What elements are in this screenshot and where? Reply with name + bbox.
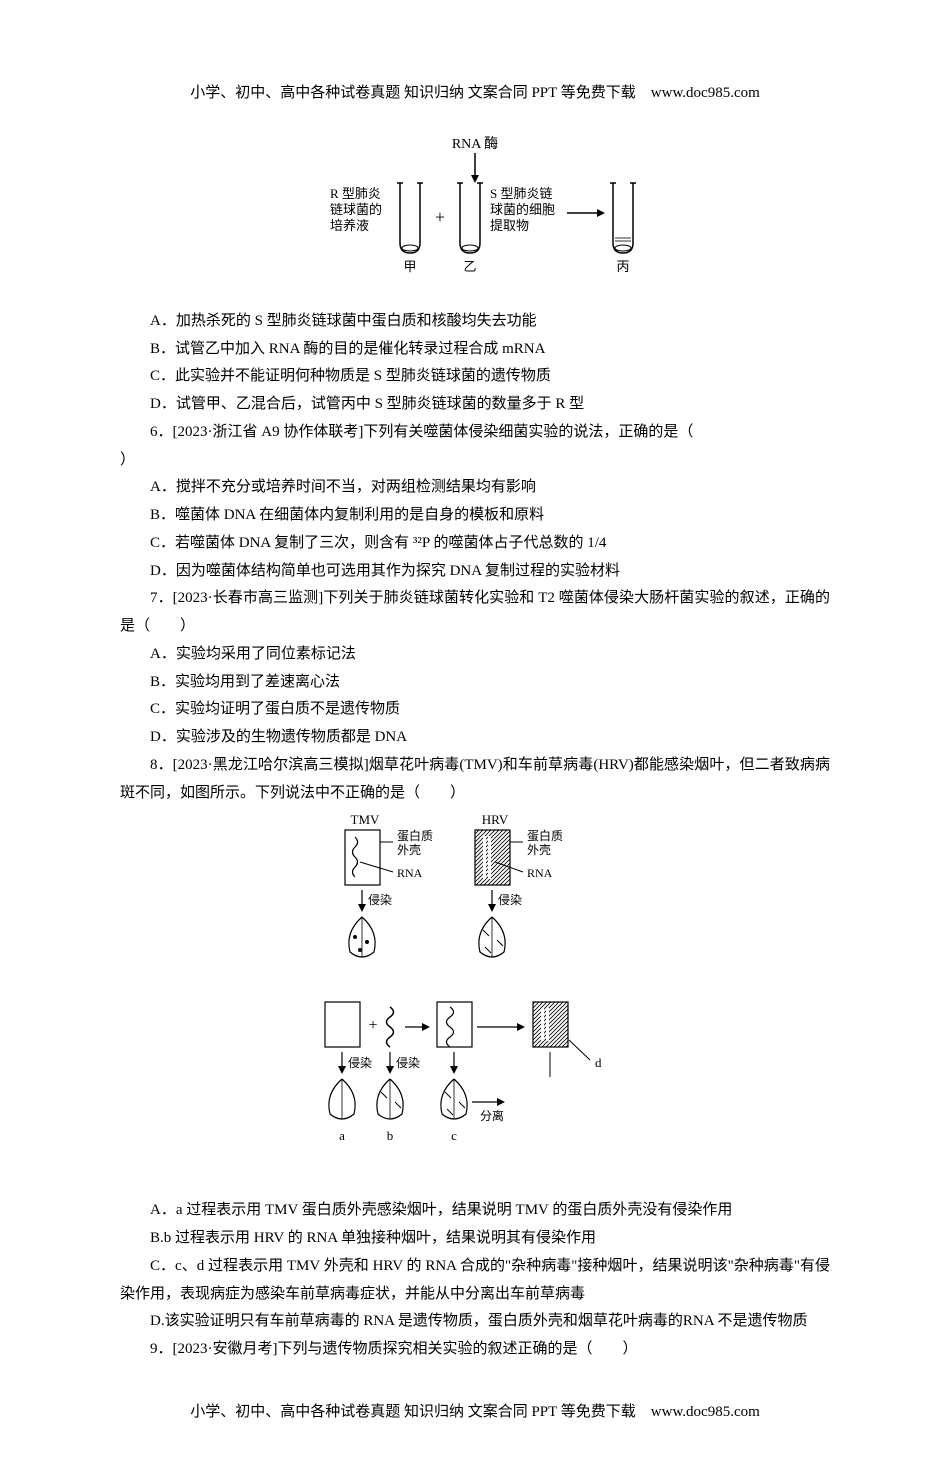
tmv-label: TMV bbox=[351, 812, 381, 827]
q8-option-c: C．c、d 过程表示用 TMV 外壳和 HRV 的 RNA 合成的"杂种病毒"接… bbox=[120, 1253, 830, 1309]
leaf-tmv bbox=[349, 917, 375, 957]
svg-text:侵染: 侵染 bbox=[396, 1055, 420, 1070]
q6-option-d: D．因为噬菌体结构简单也可选用其作为探究 DNA 复制过程的实验材料 bbox=[120, 558, 830, 586]
rna-enzyme-label: RNA 酶 bbox=[452, 136, 498, 152]
q6-stem: 6．[2023·浙江省 A9 协作体联考]下列有关噬菌体侵染细菌实验的说法，正确… bbox=[120, 419, 830, 447]
page-footer: 小学、初中、高中各种试卷真题 知识归纳 文案合同 PPT 等免费下载 www.d… bbox=[120, 1399, 830, 1427]
tube-yi: 乙 bbox=[457, 183, 483, 274]
q5-option-c: C．此实验并不能证明何种物质是 S 型肺炎链球菌的遗传物质 bbox=[120, 363, 830, 391]
svg-text:b: b bbox=[387, 1128, 394, 1143]
svg-text:丙: 丙 bbox=[616, 259, 629, 274]
q8-option-a: A．a 过程表示用 TMV 蛋白质外壳感染烟叶，结果说明 TMV 的蛋白质外壳没… bbox=[120, 1197, 830, 1225]
q5-option-d: D．试管甲、乙混合后，试管丙中 S 型肺炎链球菌的数量多于 R 型 bbox=[120, 391, 830, 419]
svg-text:c: c bbox=[451, 1128, 457, 1143]
q6-option-a: A．搅拌不充分或培养时间不当，对两组检测结果均有影响 bbox=[120, 474, 830, 502]
leaf-a bbox=[329, 1079, 355, 1119]
svg-text:侵染: 侵染 bbox=[368, 892, 392, 907]
svg-text:侵染: 侵染 bbox=[498, 892, 522, 907]
svg-text:甲: 甲 bbox=[403, 259, 416, 274]
q8-option-d: D.该实验证明只有车前草病毒的 RNA 是遗传物质，蛋白质外壳和烟草花叶病毒的R… bbox=[120, 1308, 830, 1336]
q8-stem: 8．[2023·黑龙江哈尔滨高三模拟]烟草花叶病毒(TMV)和车前草病毒(HRV… bbox=[120, 752, 830, 808]
svg-text:蛋白质外壳: 蛋白质外壳 bbox=[527, 828, 563, 857]
q7-option-a: A．实验均采用了同位素标记法 bbox=[120, 641, 830, 669]
q7-option-d: D．实验涉及的生物遗传物质都是 DNA bbox=[120, 724, 830, 752]
svg-text:RNA: RNA bbox=[397, 866, 423, 880]
q6-paren: ） bbox=[120, 447, 830, 475]
leaf-hrv bbox=[479, 917, 505, 957]
svg-text:a: a bbox=[339, 1128, 345, 1143]
hrv-label: HRV bbox=[482, 812, 509, 827]
q7-stem: 7．[2023·长春市高三监测]下列关于肺炎链球菌转化实验和 T2 噬菌体侵染大… bbox=[120, 585, 830, 641]
svg-text:乙: 乙 bbox=[463, 259, 476, 274]
tube-jia: 甲 bbox=[397, 183, 423, 274]
q7-option-b: B．实验均用到了差速离心法 bbox=[120, 669, 830, 697]
q7-option-c: C．实验均证明了蛋白质不是遗传物质 bbox=[120, 696, 830, 724]
svg-text:+: + bbox=[368, 1017, 377, 1034]
leaf-c bbox=[441, 1079, 467, 1119]
mid-tube-label: S 型肺炎链 球菌的细胞 提取物 bbox=[490, 186, 558, 233]
svg-text:分离: 分离 bbox=[480, 1108, 504, 1123]
svg-text:侵染: 侵染 bbox=[348, 1055, 372, 1070]
q6-option-c: C．若噬菌体 DNA 复制了三次，则含有 ³²P 的噬菌体占子代总数的 1/4 bbox=[120, 530, 830, 558]
svg-text:蛋白质外壳: 蛋白质外壳 bbox=[397, 828, 433, 857]
left-tube-label: R 型肺炎 链球菌的 培养液 bbox=[330, 186, 385, 233]
diagram-tubes: RNA 酶 R 型肺炎 链球菌的 培养液 甲 + 乙 bbox=[120, 133, 830, 293]
q8-option-b: B.b 过程表示用 HRV 的 RNA 单独接种烟叶，结果说明其有侵染作用 bbox=[120, 1225, 830, 1253]
page-header: 小学、初中、高中各种试卷真题 知识归纳 文案合同 PPT 等免费下载 www.d… bbox=[120, 80, 830, 108]
svg-text:d: d bbox=[595, 1055, 602, 1070]
svg-text:RNA: RNA bbox=[527, 866, 553, 880]
q5-option-a: A．加热杀死的 S 型肺炎链球菌中蛋白质和核酸均失去功能 bbox=[120, 308, 830, 336]
q5-option-b: B．试管乙中加入 RNA 酶的目的是催化转录过程合成 mRNA bbox=[120, 336, 830, 364]
tube-bing: 丙 bbox=[610, 183, 636, 274]
plus-sign: + bbox=[435, 207, 445, 227]
q9-stem: 9．[2023·安徽月考]下列与遗传物质探究相关实验的叙述正确的是（ ） bbox=[120, 1336, 830, 1364]
q6-option-b: B．噬菌体 DNA 在细菌体内复制利用的是自身的模板和原料 bbox=[120, 502, 830, 530]
diagram-virus: TMV HRV 蛋白质外壳 RNA 蛋白质外壳 RNA 侵染 侵染 bbox=[120, 812, 830, 1192]
leaf-b bbox=[377, 1079, 403, 1119]
